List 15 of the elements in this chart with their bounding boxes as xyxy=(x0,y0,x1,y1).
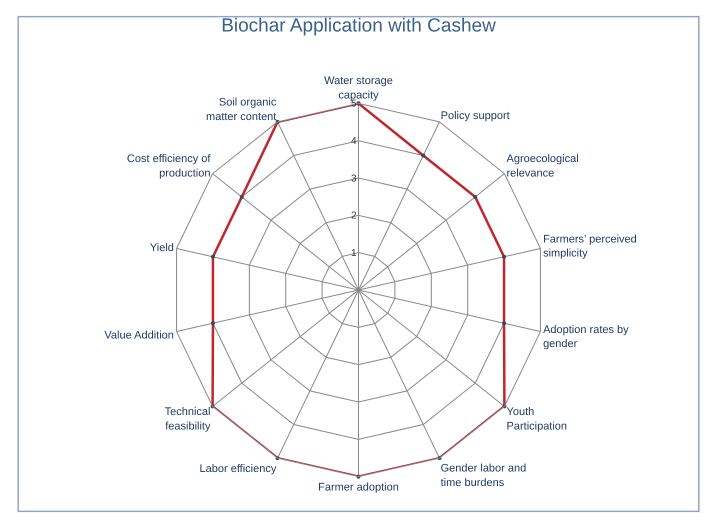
spoke-label: Gender labor and time burdens xyxy=(440,462,526,489)
spoke-label: Adoption rates by gender xyxy=(543,324,630,350)
spoke-label: Yield xyxy=(150,242,174,254)
spoke-label: Cost efficiency of production xyxy=(126,153,212,180)
spoke-label: Labor efficiency xyxy=(200,463,277,476)
spoke-label: Youth Participation xyxy=(506,406,568,433)
spoke-label: Water storage capacity xyxy=(324,75,393,102)
spoke-label: Policy support xyxy=(440,110,510,122)
chart-title: Biochar Application with Cashew xyxy=(221,16,496,37)
spoke-label: Farmer adoption xyxy=(318,481,399,494)
spoke-label: Agroecological relevance xyxy=(506,153,579,180)
spoke-label: Technical feasibility xyxy=(164,406,211,433)
spoke-label: Value Addition xyxy=(104,329,174,342)
spoke-label: Farmers’ perceived simplicity xyxy=(543,233,637,260)
spoke-label: Soil organic matter content xyxy=(206,96,277,123)
